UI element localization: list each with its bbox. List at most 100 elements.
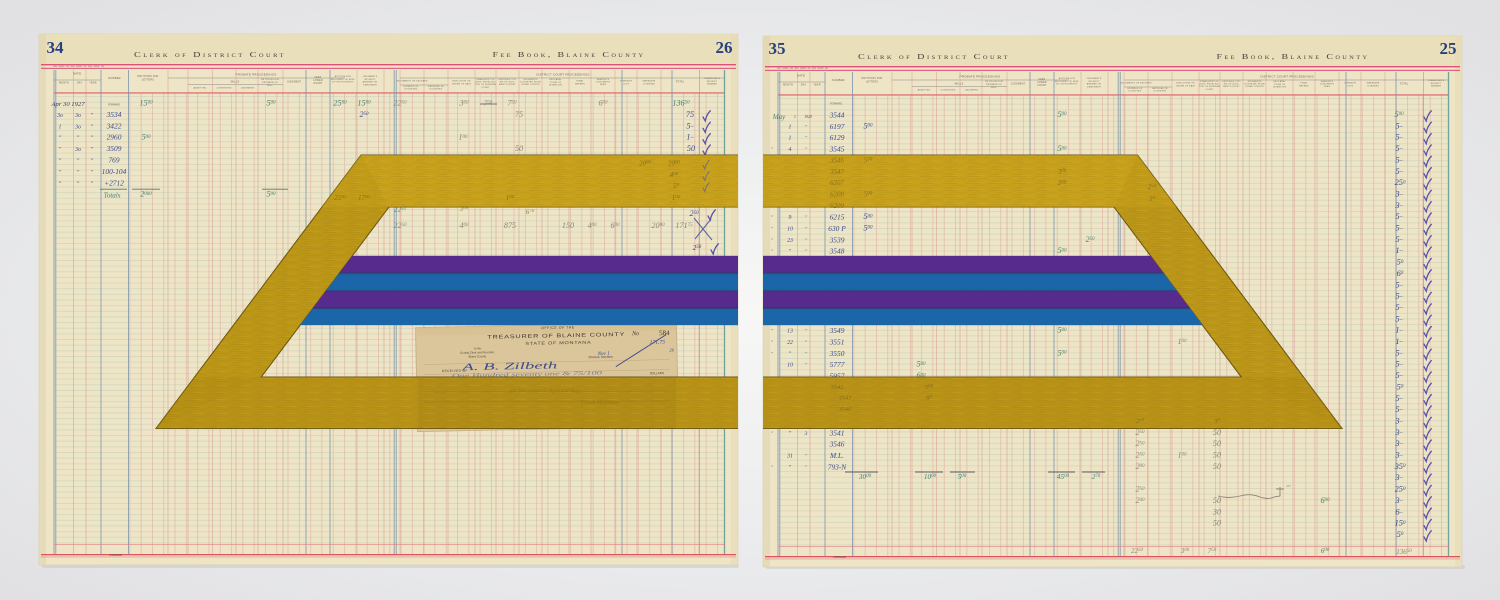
svg-text:LICENSES: LICENSES [1367, 85, 1379, 87]
svg-text:": " [771, 238, 774, 244]
svg-text:ORDER OF SALE: ORDER OF SALE [1176, 84, 1196, 87]
svg-text:ANSWER OR: ANSWER OR [1087, 83, 1102, 86]
svg-text:FEES: FEES [315, 77, 322, 79]
svg-text:250: 250 [1136, 418, 1145, 425]
svg-text:PETITIONS FOR: PETITIONS FOR [862, 77, 883, 80]
svg-text:": " [771, 147, 774, 153]
svg-text:500: 500 [864, 191, 873, 198]
svg-text:JUDGMENTS: JUDGMENTS [1247, 81, 1262, 83]
svg-text:75: 75 [515, 110, 523, 119]
svg-text:750: 750 [507, 99, 517, 108]
svg-text:75: 75 [686, 110, 694, 119]
svg-text:DATE: DATE [797, 74, 806, 78]
svg-text:5–: 5– [1395, 360, 1403, 369]
svg-text:PROBATE OF: PROBATE OF [262, 81, 278, 84]
svg-text:250: 250 [693, 244, 702, 252]
svg-text:3547: 3547 [838, 395, 853, 402]
svg-text:JUDGMENTS: JUDGMENTS [1087, 78, 1102, 80]
svg-text:": " [771, 340, 774, 346]
svg-text:6208: 6208 [830, 190, 845, 198]
svg-text:3422: 3422 [106, 121, 122, 130]
svg-text:JUDG. FROM JUS-: JUDG. FROM JUS- [475, 82, 496, 84]
svg-text:MENT DOCKET: MENT DOCKET [499, 84, 516, 86]
svg-text:5–: 5– [1395, 144, 1403, 153]
svg-text:250: 250 [1135, 428, 1145, 437]
svg-text:3o: 3o [56, 113, 63, 119]
svg-text:50: 50 [1213, 462, 1221, 471]
svg-text:3: 3 [804, 431, 808, 437]
svg-text:JUDGMENT: JUDGMENT [1011, 84, 1026, 86]
svg-text:": " [805, 329, 808, 335]
svg-text:3544: 3544 [829, 111, 845, 120]
svg-text:500: 500 [1057, 348, 1067, 357]
svg-text:5–: 5– [1395, 280, 1403, 289]
svg-text:500: 500 [916, 360, 926, 369]
svg-text:3540: 3540 [838, 406, 853, 413]
svg-text:No: No [631, 331, 639, 337]
svg-text:3546: 3546 [829, 440, 845, 449]
svg-text:": " [77, 181, 80, 187]
svg-text:PAPERS: PAPERS [575, 82, 585, 85]
svg-text:240: 240 [1135, 496, 1145, 505]
svg-text:EXECUTION OR: EXECUTION OR [452, 81, 471, 83]
svg-text:5–: 5– [1395, 235, 1403, 244]
svg-text:2000: 2000 [639, 161, 651, 168]
svg-text:JUDGMENT: JUDGMENT [287, 82, 302, 84]
svg-text:1–: 1– [1395, 246, 1403, 255]
svg-text:5–: 5– [1395, 348, 1403, 357]
svg-text:JUDGMENTS: JUDGMENTS [363, 76, 378, 78]
svg-text:670: 670 [526, 209, 535, 216]
svg-text:50: 50 [687, 144, 695, 153]
svg-text:DEMURRER: DEMURRER [1087, 86, 1101, 88]
svg-text:DOCKETED: DOCKETED [405, 89, 418, 91]
svg-text:LOWER: LOWER [313, 80, 323, 82]
svg-text:": " [805, 147, 808, 153]
svg-text:ANSWER OR: ANSWER OR [363, 81, 378, 84]
svg-text:5777: 5777 [830, 360, 845, 369]
svg-text:50: 50 [926, 395, 932, 402]
svg-text:150: 150 [562, 221, 574, 230]
svg-text:TRANSCRIPT OF: TRANSCRIPT OF [1200, 80, 1219, 83]
svg-text:500: 500 [266, 99, 276, 108]
svg-text:CERTIFIED COP-: CERTIFIED COP- [1222, 81, 1241, 83]
svg-text:WITHOUT: WITHOUT [364, 79, 376, 81]
svg-text:3–: 3– [1394, 201, 1403, 210]
svg-text:OFFICE OF THE: OFFICE OF THE [541, 325, 575, 330]
svg-text:300: 300 [458, 99, 469, 108]
svg-text:400: 400 [459, 221, 469, 230]
svg-text:": " [789, 249, 792, 255]
svg-text:PROBATE PROCEEDINGS: PROBATE PROCEEDINGS [236, 73, 277, 77]
svg-text:10: 10 [787, 227, 793, 233]
svg-text:500: 500 [864, 157, 873, 164]
svg-text:6–: 6– [1395, 507, 1403, 516]
svg-text:5–: 5– [686, 121, 694, 130]
svg-text:600: 600 [916, 371, 926, 380]
svg-text:": " [771, 215, 774, 221]
svg-text:31: 31 [786, 454, 793, 460]
svg-text:600: 600 [598, 99, 608, 108]
svg-text:50: 50 [1214, 418, 1220, 425]
svg-text:JUDGMENTS OR DECREES: JUDGMENTS OR DECREES [1120, 83, 1152, 85]
svg-text:JUDGMENT: JUDGMENT [241, 88, 255, 90]
svg-text:TIONS OF: TIONS OF [550, 82, 562, 84]
svg-text:5–: 5– [1395, 121, 1403, 130]
svg-text:FORWARD: FORWARD [108, 104, 120, 107]
svg-text:ORDER OF SALE: ORDER OF SALE [452, 82, 472, 85]
svg-text:NUMBER: NUMBER [707, 84, 718, 86]
svg-text:350: 350 [1394, 462, 1406, 471]
svg-text:DOCKETED: DOCKETED [1129, 91, 1142, 93]
svg-text:TOWNSITE: TOWNSITE [1344, 83, 1357, 85]
svg-text:300: 300 [459, 206, 469, 213]
svg-text:FEES: FEES [1324, 86, 1331, 88]
svg-text:RECOVERY OF MON-: RECOVERY OF MON- [1055, 81, 1079, 83]
svg-text:": " [59, 147, 62, 153]
svg-text:": " [805, 363, 808, 369]
svg-text:RECOVERY OF MON-: RECOVERY OF MON- [331, 79, 355, 81]
svg-text:": " [77, 136, 80, 142]
svg-text:MONTH: MONTH [59, 82, 69, 85]
svg-text:500: 500 [863, 224, 873, 233]
svg-text:DAY: DAY [77, 82, 83, 85]
svg-text:2000: 2000 [140, 190, 152, 199]
svg-text:DECLARA-: DECLARA- [549, 78, 561, 81]
svg-text:ADMITTED: ADMITTED [194, 87, 207, 90]
